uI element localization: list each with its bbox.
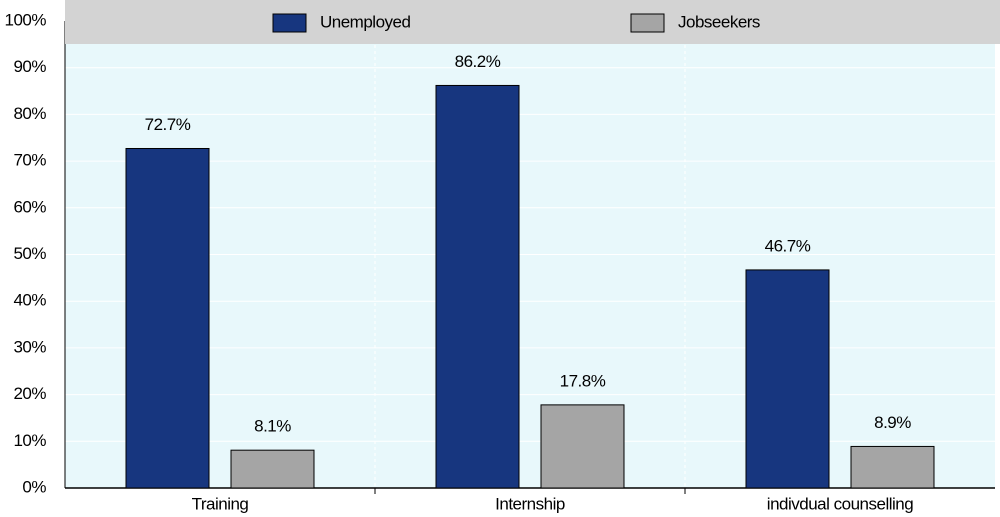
x-tick-label: Internship [495,494,565,513]
y-tick-label: 40% [13,291,46,310]
bar [850,445,935,489]
bar [435,84,520,489]
y-tick-label: 60% [13,197,46,216]
y-tick-label: 0% [22,477,46,496]
x-tick-label: Training [192,494,249,513]
legend-swatch [272,13,307,33]
legend-background [65,0,1000,44]
y-tick-label: 100% [5,10,47,29]
legend-label: Jobseekers [678,12,760,31]
bar [125,147,210,489]
value-label: 8.1% [254,417,291,436]
legend-swatch [630,13,665,33]
value-label: 17.8% [560,371,606,390]
y-tick-label: 50% [13,244,46,263]
y-tick-label: 90% [13,57,46,76]
y-tick-label: 20% [13,384,46,403]
bar [745,269,830,489]
value-label: 86.2% [455,52,501,71]
y-tick-label: 70% [13,151,46,170]
y-tick-label: 30% [13,337,46,356]
bar [540,404,625,489]
value-label: 8.9% [874,413,911,432]
value-label: 46.7% [765,236,811,255]
y-tick-label: 10% [13,431,46,450]
legend-label: Unemployed [320,12,410,31]
bar [230,449,315,489]
value-label: 72.7% [145,115,191,134]
y-tick-label: 80% [13,104,46,123]
x-tick-label: indivdual counselling [767,494,913,513]
